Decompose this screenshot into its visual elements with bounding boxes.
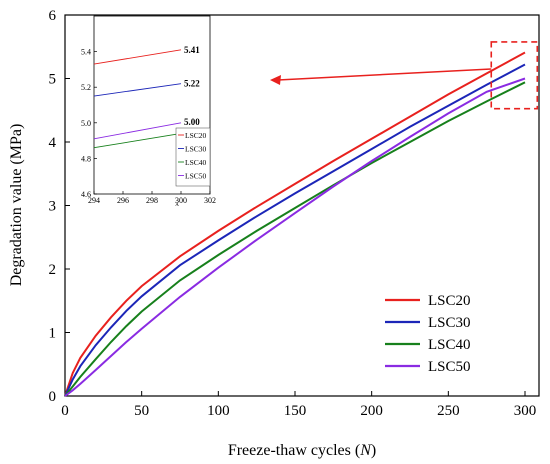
inset-y-tick-label: 4.8 xyxy=(81,154,91,163)
legend-label-lsc20: LSC20 xyxy=(428,293,471,309)
inset-legend-label-lsc50: LSC50 xyxy=(185,172,207,181)
inset-legend-label-lsc40: LSC40 xyxy=(185,158,207,167)
main-axis-ticks: 0 50 100 150 200 250 300 0 1 2 3 4 5 6 xyxy=(49,8,537,419)
y-axis-label: Degradation value (MPa) xyxy=(8,124,25,287)
x-tick-label: 50 xyxy=(134,403,149,419)
inset-x-tick-label: 302 xyxy=(204,196,216,205)
inset-series-line-lsc40 xyxy=(93,133,182,149)
x-tick-label: 150 xyxy=(284,403,307,419)
inset-y-tick-label: 4.6 xyxy=(81,190,91,199)
inset-data-label-lsc30: 5.22 xyxy=(184,79,200,89)
series-line-lsc50 xyxy=(64,77,526,397)
inset-x-tick-label: 296 xyxy=(117,196,129,205)
legend-label-lsc40: LSC40 xyxy=(428,337,471,353)
x-axis-label: Freeze-thaw cycles (N) xyxy=(228,442,376,459)
legend: LSC20 LSC30 LSC40 LSC50 xyxy=(385,293,471,375)
inset-x-tick-label: 294 xyxy=(88,196,100,205)
series-line-lsc20 xyxy=(64,51,526,397)
y-tick-label: 3 xyxy=(49,199,57,215)
inset-legend-box xyxy=(175,127,211,187)
y-tick-label: 2 xyxy=(49,262,57,278)
legend-label-lsc50: LSC50 xyxy=(428,359,471,375)
legend-label-lsc30: LSC30 xyxy=(428,315,471,331)
inset-data-label-lsc50: 5.00 xyxy=(184,117,200,127)
inset-x-tick-label: 298 xyxy=(146,196,158,205)
y-tick-label: 6 xyxy=(49,8,57,24)
zoom-arrow-shaft xyxy=(277,68,492,81)
y-tick-label: 4 xyxy=(49,135,57,151)
inset-series-line-lsc30 xyxy=(93,83,182,97)
x-tick-label: 0 xyxy=(61,403,69,419)
zoom-region-box xyxy=(490,41,539,110)
inset-series-line-lsc20 xyxy=(93,49,182,65)
series-line-lsc40 xyxy=(64,81,526,397)
inset-y-tick-label: 5.0 xyxy=(81,119,91,128)
x-tick-label: 300 xyxy=(514,403,537,419)
inset-x-tick-label: 300 xyxy=(175,196,187,205)
y-tick-label: 5 xyxy=(49,72,57,88)
inset-legend-label-lsc20: LSC20 xyxy=(185,131,207,140)
x-tick-label: 100 xyxy=(207,403,230,419)
zoom-arrow xyxy=(270,68,492,85)
y-tick-label: 1 xyxy=(49,326,57,342)
inset-y-tick-label: 5.4 xyxy=(81,48,91,57)
inset-data-label-lsc20: 5.41 xyxy=(184,45,200,55)
inset-legend-label-lsc30: LSC30 xyxy=(185,145,207,154)
inset-x-axis-label: A xyxy=(175,203,179,208)
x-tick-label: 250 xyxy=(437,403,460,419)
inset-series-line-lsc50 xyxy=(93,122,182,140)
inset-y-tick-label: 5.2 xyxy=(81,83,91,92)
y-tick-label: 0 xyxy=(49,389,57,405)
inset-chart: 294 296 298 300 302 4.6 4.8 5.0 5.2 5.4 5.41 5.22 4… xyxy=(81,15,216,208)
main-series-lines xyxy=(64,51,526,397)
inset-legend: LSC20 LSC30 LSC40 LSC50 xyxy=(175,127,211,187)
x-tick-label: 200 xyxy=(360,403,383,419)
inset-axis-ticks: 294 296 298 300 302 4.6 4.8 5.0 5.2 5.4 xyxy=(81,48,216,205)
zoom-arrow-head xyxy=(270,75,281,85)
series-line-lsc30 xyxy=(64,63,526,397)
